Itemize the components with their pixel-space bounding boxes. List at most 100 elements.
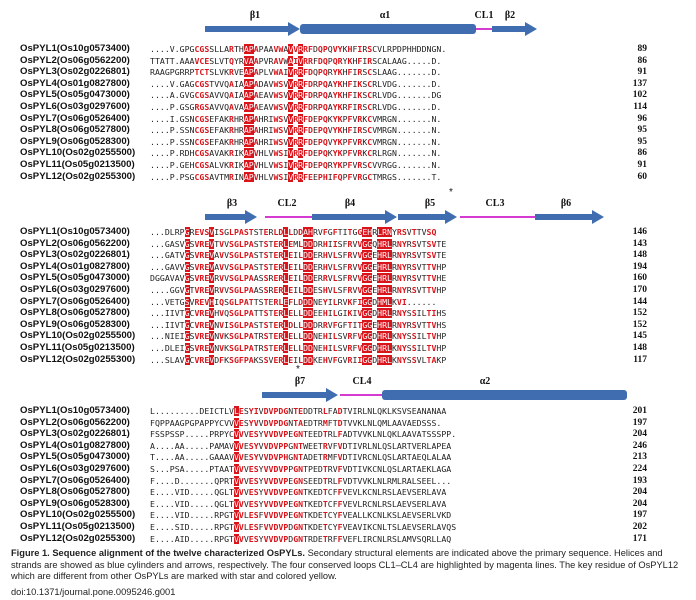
sequence-name: OsPYL4(Os01g0827800)	[20, 260, 130, 272]
residue-end-number: 204	[632, 498, 647, 509]
sequence-name: OsPYL10(Os02g0255500)	[20, 330, 136, 342]
alignment-row: OsPYL3(Os02g0226801) FSSPSSP.....PRPYCVVV…	[0, 428, 696, 440]
alignment-row: OsPYL10(Os02g0255500) E....VID.....RPGTVV…	[0, 509, 696, 521]
alignment-row: OsPYL2(Os06g0562200) TTATT.AAAVCESLVTQYRV…	[0, 55, 696, 67]
sequence-residues: T....AA.....GAAAVVVESYVVDVPHGNTADETRMFVD…	[150, 452, 452, 463]
sequence-name: OsPYL11(Os05g0213500)	[20, 342, 135, 353]
residue-end-number: 89	[637, 44, 648, 54]
sequence-residues: ....A.GVGCGSAVVQAIAAPAEAVWSVVRRFDRPQAYKH…	[150, 90, 442, 101]
sequence-residues: ...GATVGSVREVAVVSGLPASTSTERLEILDDERHVLSF…	[150, 250, 447, 261]
caption-body: Secondary structural elements are indica…	[11, 548, 679, 581]
alignment-row: OsPYL12(Os02g0255300) ....P.PSGCGSAVTMRIN…	[0, 171, 696, 183]
key-residue-star-1: *	[449, 187, 453, 198]
alignment-row: OsPYL11(Os05g0213500) ....P.GEHCGSALVKRIK…	[0, 159, 696, 171]
sequence-name: OsPYL9(Os06g0528300)	[20, 135, 130, 147]
sequence-residues: ...SLAVGCVREVDFKSGFPAKSSVERLEILDDKEHVFGV…	[150, 354, 447, 365]
sequence-residues: ....GGVGTVREVRVVSGLPAASSRERLEILDDESHVLSF…	[150, 285, 447, 295]
alignment-row: OsPYL8(Os06g0527800) E....VID.....QGLTVVV…	[0, 486, 696, 498]
alignment-row: OsPYL10(Os02g0255500) ....P.RDHCGSAVAKRIK…	[0, 147, 696, 159]
sequence-name: OsPYL6(Os03g0297600)	[20, 284, 130, 295]
alignment-row: OsPYL1(Os10g0573400) ....V.GPGCGSSLLARTHA…	[0, 43, 696, 55]
cl2-label: CL2	[277, 198, 297, 209]
beta2-label: β2	[504, 10, 516, 21]
sequence-residues: E....SID.....RPGTVVLESFVVDVPDGNTKDETCYFV…	[150, 522, 457, 532]
residue-end-number: 194	[632, 261, 647, 272]
sequence-name: OsPYL5(Os05g0473000)	[20, 272, 130, 284]
secondary-structure-graphic	[205, 210, 604, 224]
alignment-row: OsPYL12(Os02g0255300) E....AID.....RPGTVV…	[0, 533, 696, 545]
sequence-residues: RAAGPGRRPTCTSLVKRVEAPAPLVWAIVRRFDQPQRYKH…	[150, 67, 442, 78]
beta1-label: β1	[249, 10, 261, 21]
beta2-strand-arrow	[492, 22, 537, 36]
sequence-name: OsPYL8(Os06g0527800)	[20, 124, 130, 136]
sequence-residues: ....P.GSGRGSAVVQAVAAPAEAVWSVVRRFDRPQAYKR…	[150, 102, 442, 112]
sequence-residues: ....I.GSNCGSEFAKRHRAPAHRIWSVVRRFDEPQKYKP…	[150, 113, 442, 124]
sequence-name: OsPYL9(Os06g0528300)	[20, 497, 130, 509]
residue-end-number: 95	[637, 125, 648, 136]
residue-end-number: 204	[632, 487, 647, 498]
sequence-name: OsPYL12(Os02g0255300)	[20, 353, 136, 365]
alignment-block-1: β1 α1 CL1 β2 OsPYL1(Os10g0573400) ....V.G…	[0, 8, 696, 198]
sequence-residues: ...VETGSVREVHIQSGLPATTSTERLEFLDDDNEYILRV…	[150, 296, 437, 307]
beta1-strand-arrow	[205, 22, 300, 36]
alpha1-helix-cylinder	[300, 24, 476, 34]
residue-end-number: 60	[637, 171, 648, 182]
sequence-residues: E....VID.....QGLTVVVESYVVDVPEGNTKEDTCFFV…	[150, 498, 447, 509]
sequence-name: OsPYL5(Os05g0473000)	[20, 89, 130, 101]
sequence-name: OsPYL3(Os02g0226801)	[20, 66, 130, 78]
sequence-name: OsPYL10(Os02g0255500)	[20, 147, 136, 159]
beta7-strand-arrow	[262, 388, 338, 402]
residue-end-number: 86	[637, 55, 648, 66]
sequence-residues: A....AA.....PAMAVVVESYVVDVPPGNTWEETRVFVD…	[150, 440, 452, 451]
beta4-label: β4	[344, 198, 356, 209]
sequence-name: OsPYL2(Os06g0562200)	[20, 54, 130, 66]
secondary-structure-graphic	[262, 388, 627, 402]
residue-end-number: 146	[632, 227, 647, 237]
residue-end-number: 148	[632, 250, 647, 261]
alignment-row: OsPYL4(Os01g0827800) ....V.GAGCGSTVVQAIAA…	[0, 78, 696, 90]
alignment-row: OsPYL3(Os02g0226801) ...GATVGSVREVAVVSGLP…	[0, 249, 696, 261]
sequence-residues: ...NIEIGSVREVNVKSGLPATRSTERLELLDDNEHILSV…	[150, 331, 447, 342]
alpha1-label: α1	[379, 10, 391, 21]
sequence-name: OsPYL2(Os06g0562200)	[20, 237, 130, 249]
cl4-label: CL4	[352, 376, 372, 387]
sequence-residues: E....VID.....RPGTVVLESFVVDVPEGNTKDETCYFV…	[150, 510, 452, 521]
sequence-residues: S...PSA.....PTAATVVVESYVVDVPPGNTPEDTRVFV…	[150, 464, 452, 474]
residue-end-number: 143	[632, 238, 647, 249]
residue-end-number: 152	[632, 319, 647, 330]
beta3-strand-arrow	[205, 210, 257, 224]
sequence-residues: ....P.PSGCGSAVTMRINAPVHLVWSIVRRFEEPHIFQP…	[150, 171, 442, 182]
alignment-row: OsPYL5(Os05g0473000) ....A.GVGCGSAVVQAIAA…	[0, 89, 696, 101]
beta6-label: β6	[560, 198, 572, 209]
sequence-residues: ....V.GAGCGSTVVQAIAAPADAVWSVVRRFDRPQAYKH…	[150, 78, 442, 89]
sequence-name: OsPYL7(Os06g0526400)	[20, 295, 130, 307]
secondary-structure-track-1: β1 α1 CL1 β2	[0, 8, 696, 38]
residue-end-number: 201	[632, 406, 647, 416]
sequence-name: OsPYL1(Os10g0573400)	[20, 405, 130, 416]
residue-end-number: 213	[632, 452, 647, 463]
sequence-name: OsPYL11(Os05g0213500)	[20, 521, 135, 532]
residue-end-number: 96	[637, 113, 648, 124]
alignment-row: OsPYL4(Os01g0827800) ...GAVVGSVREVAVVSGLP…	[0, 261, 696, 273]
residue-end-number: 246	[632, 440, 647, 451]
alignment-row: OsPYL11(Os05g0213500) ...DLEIGSVREVNVKSGL…	[0, 342, 696, 354]
sequence-residues: F....D.......QPRTVVVESYVVDVPEGNSEEDTRLFV…	[150, 475, 452, 486]
alignment-row: OsPYL7(Os06g0526400) F....D.......QPRTVVV…	[0, 475, 696, 487]
sequence-residues: TTATT.AAAVCESLVTQYRVAAPVRAVWAIVRRFDQPQRY…	[150, 55, 442, 66]
sequence-name: OsPYL9(Os06g0528300)	[20, 318, 130, 330]
residue-end-number: 137	[632, 78, 647, 89]
residue-end-number: 95	[637, 136, 648, 147]
sequence-name: OsPYL4(Os01g0827800)	[20, 77, 130, 89]
sequence-residues: ...IIVTGCVREVNVISGLPASTSTERLDLLDDDRRVFGF…	[150, 319, 447, 330]
alignment-row: OsPYL2(Os06g0562200) ...GASVGSVREVTVVSGLP…	[0, 238, 696, 250]
sequence-name: OsPYL12(Os02g0255300)	[20, 532, 136, 544]
residue-end-number: 102	[632, 90, 647, 101]
sequence-residues: FSSPSSP.....PRPYCVVVESYVVDVPEGNTEEDTRLFA…	[150, 429, 457, 440]
alignment-row: OsPYL12(Os02g0255300) ...SLAVGCVREVDFKSGF…	[0, 354, 696, 366]
sequence-residues: ...IIVTGCVREVHVQSGLPATTSTERLELLDDEEHILGI…	[150, 308, 447, 319]
sequence-residues: FQPPAAGPGPAPPYCVVVESYVVDVPDGNTAEDTRMFTDT…	[150, 417, 442, 428]
alignment-row: OsPYL9(Os06g0528300) ....P.SSNCGSEFAKRHRA…	[0, 136, 696, 148]
residue-end-number: 86	[637, 148, 648, 159]
figure-caption: Figure 1. Sequence alignment of the twel…	[11, 548, 687, 583]
sequence-residues: ....P.SSNCGSEFAKRHRAPAHRIWSVVRRFDEPQVYKH…	[150, 125, 442, 136]
